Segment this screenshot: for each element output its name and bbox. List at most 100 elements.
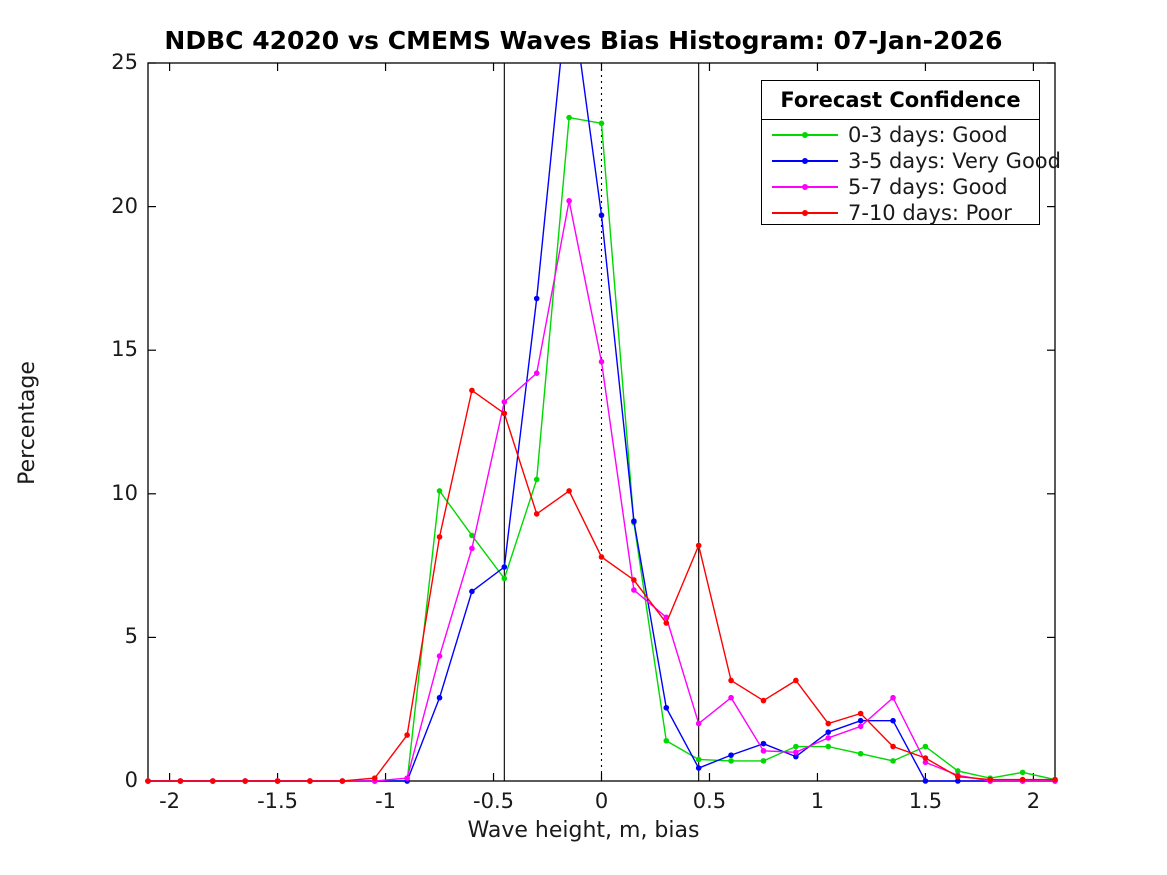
marker-7-10-days-poor bbox=[728, 677, 734, 684]
marker-0-3-days-good bbox=[922, 743, 929, 750]
marker-3-5-days-very-good bbox=[598, 212, 605, 219]
marker-5-7-days-good bbox=[922, 759, 929, 766]
marker-7-10-days-poor bbox=[404, 732, 410, 738]
marker-7-10-days-poor bbox=[501, 410, 508, 417]
marker-3-5-days-very-good bbox=[631, 518, 637, 524]
marker-0-3-days-good bbox=[695, 756, 702, 763]
marker-7-10-days-poor bbox=[825, 720, 832, 727]
marker-3-5-days-very-good bbox=[857, 717, 864, 724]
legend-label-5-7-days-good: 5-7 days: Good bbox=[848, 175, 1008, 199]
x-tick-label-0.5: 0.5 bbox=[692, 789, 727, 813]
marker-0-3-days-good bbox=[501, 575, 508, 582]
marker-0-3-days-good bbox=[469, 532, 475, 539]
marker-3-5-days-very-good bbox=[533, 295, 540, 302]
legend-line-sample-5-7-days-good bbox=[772, 174, 838, 200]
series-7-10-days-poor bbox=[145, 387, 1058, 784]
marker-7-10-days-poor bbox=[242, 778, 248, 784]
x-tick-label--1: -1 bbox=[375, 789, 397, 813]
y-tick-label-15: 15 bbox=[111, 337, 138, 362]
marker-7-10-days-poor bbox=[274, 778, 281, 784]
marker-7-10-days-poor bbox=[177, 778, 184, 784]
marker-7-10-days-poor bbox=[436, 534, 443, 540]
x-tick-label-0: 0 bbox=[594, 789, 609, 813]
marker-7-10-days-poor bbox=[209, 778, 216, 784]
marker-5-7-days-good bbox=[436, 653, 443, 659]
marker-0-3-days-good bbox=[1019, 769, 1026, 776]
marker-5-7-days-good bbox=[890, 694, 896, 701]
marker-7-10-days-poor bbox=[145, 778, 151, 784]
marker-5-7-days-good bbox=[533, 370, 540, 376]
marker-0-3-days-good bbox=[566, 114, 572, 121]
legend-items: 0-3 days: Good 3-5 days: Very Good 5-7 day… bbox=[762, 120, 1061, 226]
marker-7-10-days-poor bbox=[955, 773, 961, 780]
x-tick-label--2: -2 bbox=[159, 789, 181, 813]
marker-3-5-days-very-good bbox=[501, 564, 508, 570]
marker-7-10-days-poor bbox=[339, 778, 346, 784]
marker-0-3-days-good bbox=[857, 750, 864, 757]
marker-3-5-days-very-good bbox=[955, 778, 961, 784]
marker-3-5-days-very-good bbox=[793, 753, 799, 760]
marker-5-7-days-good bbox=[857, 723, 864, 730]
marker-7-10-days-poor bbox=[598, 554, 605, 560]
marker-7-10-days-poor bbox=[371, 775, 378, 781]
marker-7-10-days-poor bbox=[857, 710, 864, 717]
marker-3-5-days-very-good bbox=[469, 588, 475, 595]
x-axis-label: Wave height, m, bias bbox=[467, 818, 700, 843]
marker-0-3-days-good bbox=[825, 743, 832, 750]
y-tick-label-10: 10 bbox=[111, 480, 138, 505]
marker-0-3-days-good bbox=[728, 758, 734, 764]
y-axis-label: Percentage bbox=[15, 361, 40, 485]
x-tick-label-1: 1 bbox=[810, 789, 825, 813]
legend-line-sample-3-5-days-very-good bbox=[772, 148, 838, 174]
marker-5-7-days-good bbox=[598, 358, 605, 365]
marker-3-5-days-very-good bbox=[890, 717, 896, 724]
marker-7-10-days-poor bbox=[760, 697, 767, 704]
marker-0-3-days-good bbox=[663, 737, 670, 744]
marker-0-3-days-good bbox=[793, 743, 799, 750]
legend: Forecast Confidence 0-3 days: Good 3-5 da… bbox=[761, 80, 1061, 226]
marker-7-10-days-poor bbox=[663, 620, 670, 626]
marker-0-3-days-good bbox=[533, 476, 540, 483]
marker-7-10-days-poor bbox=[307, 778, 313, 784]
legend-item-0-3-days-good: 0-3 days: Good bbox=[762, 122, 1039, 148]
marker-7-10-days-poor bbox=[987, 776, 994, 783]
marker-7-10-days-poor bbox=[469, 387, 475, 394]
marker-0-3-days-good bbox=[890, 758, 896, 764]
chart-title: NDBC 42020 vs CMEMS Waves Bias Histogram… bbox=[164, 26, 1003, 55]
marker-7-10-days-poor bbox=[533, 511, 540, 517]
legend-item-5-7-days-good: 5-7 days: Good bbox=[762, 174, 1039, 200]
marker-7-10-days-poor bbox=[566, 488, 572, 494]
legend-item-7-10-days-poor: 7-10 days: Poor bbox=[762, 200, 1039, 226]
legend-label-7-10-days-poor: 7-10 days: Poor bbox=[848, 201, 1012, 225]
marker-0-3-days-good bbox=[955, 768, 961, 774]
y-tick-label-0: 0 bbox=[124, 768, 138, 792]
legend-line-sample-7-10-days-poor bbox=[772, 200, 838, 226]
legend-line-sample-0-3-days-good bbox=[772, 122, 838, 148]
marker-5-7-days-good bbox=[404, 775, 410, 781]
marker-0-3-days-good bbox=[598, 120, 605, 127]
x-tick-label--1.5: -1.5 bbox=[257, 789, 299, 813]
marker-7-10-days-poor bbox=[793, 677, 799, 684]
marker-3-5-days-very-good bbox=[760, 740, 767, 747]
marker-7-10-days-poor bbox=[695, 542, 702, 549]
marker-0-3-days-good bbox=[436, 488, 443, 494]
marker-5-7-days-good bbox=[793, 749, 799, 756]
x-tick-label-2: 2 bbox=[1026, 789, 1041, 813]
marker-3-5-days-very-good bbox=[663, 704, 670, 711]
legend-label-3-5-days-very-good: 3-5 days: Very Good bbox=[848, 149, 1061, 173]
marker-5-7-days-good bbox=[631, 587, 637, 593]
marker-7-10-days-poor bbox=[1019, 776, 1026, 783]
marker-5-7-days-good bbox=[501, 399, 508, 405]
legend-item-3-5-days-very-good: 3-5 days: Very Good bbox=[762, 148, 1061, 174]
marker-3-5-days-very-good bbox=[695, 765, 702, 771]
y-tick-label-25: 25 bbox=[111, 50, 138, 74]
legend-label-0-3-days-good: 0-3 days: Good bbox=[848, 123, 1008, 147]
marker-3-5-days-very-good bbox=[825, 729, 832, 735]
marker-0-3-days-good bbox=[760, 758, 767, 764]
y-tick-label-20: 20 bbox=[111, 193, 138, 218]
marker-3-5-days-very-good bbox=[922, 778, 929, 784]
marker-5-7-days-good bbox=[695, 720, 702, 727]
marker-5-7-days-good bbox=[760, 748, 767, 754]
